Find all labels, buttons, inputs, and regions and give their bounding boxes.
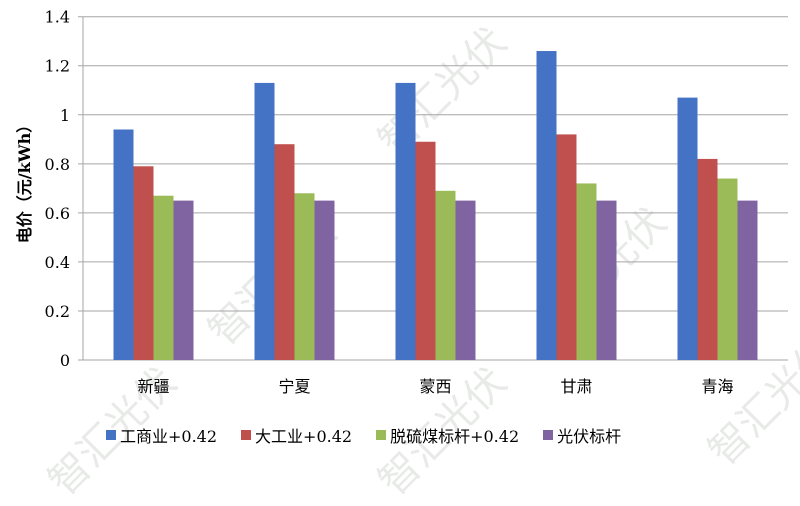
bar [697,158,718,360]
bar [133,166,154,360]
bar [717,178,738,360]
y-tick-label: 0.4 [45,253,70,272]
bar [113,129,134,360]
bar [677,97,698,360]
bar [173,200,194,360]
y-axis-label: 电价（元/kWh） [15,116,34,244]
bar [576,183,597,360]
legend: 工商业+0.42 大工业+0.42 脱硫煤标杆+0.42 光伏标杆 [106,423,645,447]
x-tick-label: 甘肃 [560,377,592,396]
bar [596,200,617,360]
legend-label: 脱硫煤标杆+0.42 [390,427,520,446]
y-tick-label: 0.2 [45,302,70,321]
x-tick-label: 宁夏 [278,377,310,396]
bar [435,190,456,360]
x-tick-label: 新疆 [137,377,169,396]
bar-chart: 0 0.2 0.4 0.6 0.8 1 1.2 1.4 新疆 宁夏 蒙西 甘肃 青海 [45,8,788,396]
legend-item: 光伏标杆 [543,423,621,447]
bar [274,144,295,360]
y-tick-label: 0.6 [45,204,70,223]
x-tick-label: 青海 [701,377,733,396]
y-tick-label: 0.8 [45,155,70,174]
y-tick-label: 1.2 [45,57,70,76]
bar [536,51,557,360]
bar [314,200,335,360]
bar [395,82,416,360]
bar [556,134,577,360]
legend-label: 大工业+0.42 [255,427,353,446]
legend-swatch [543,430,554,440]
bar [455,200,476,360]
legend-item: 脱硫煤标杆+0.42 [376,423,519,447]
bar [294,193,315,360]
legend-swatch [106,430,116,440]
y-tick-label: 1 [60,106,70,125]
bar [153,195,174,360]
legend-swatch [241,430,252,440]
y-tick-label: 1.4 [45,8,70,27]
legend-label: 光伏标杆 [557,427,622,446]
bar [737,200,758,360]
x-tick-label: 蒙西 [419,377,451,396]
legend-swatch [376,430,387,440]
legend-label: 工商业+0.42 [120,427,218,446]
y-tick-label: 0 [60,351,70,370]
bar [415,141,436,360]
bar [254,82,275,360]
legend-item: 大工业+0.42 [241,423,352,447]
legend-item: 工商业+0.42 [106,423,217,447]
